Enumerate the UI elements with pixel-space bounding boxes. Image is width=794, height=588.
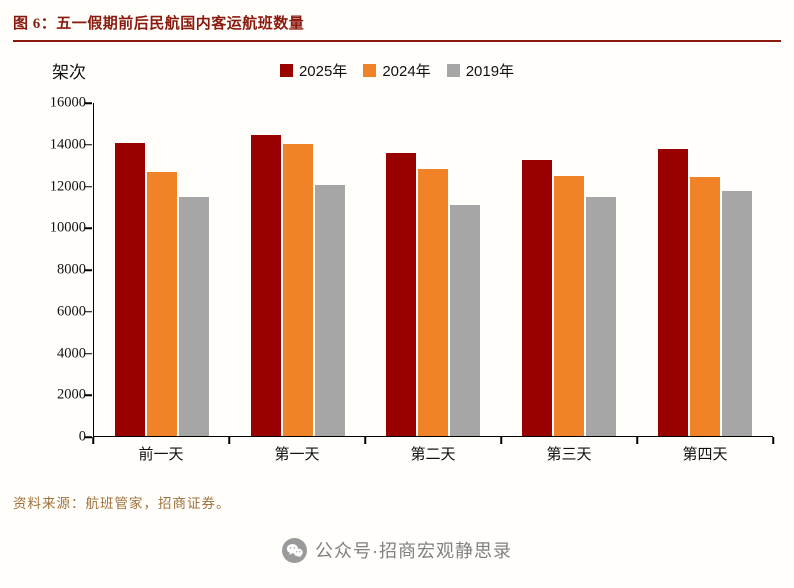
legend-item: 2025年 [279, 60, 348, 81]
legend-label: 2019年 [465, 63, 515, 80]
y-tick-mark [85, 185, 92, 188]
bar-2024年-第一天 [282, 143, 313, 436]
y-axis-labels: 0 2000 4000 6000 8000 10000 12000 14000 16000 [30, 95, 86, 445]
bar-2019年-第三天 [586, 196, 617, 436]
y-tick-mark [85, 436, 92, 438]
legend-swatch [446, 64, 460, 77]
legend-label: 2025年 [298, 63, 348, 80]
x-axis-label: 第二天 [410, 447, 456, 463]
bar-2024年-前一天 [146, 171, 177, 436]
title-underline [13, 40, 781, 42]
y-tick-label: 0 [78, 428, 86, 445]
footer-account-label: 公众号·招商宏观静思录 [315, 541, 512, 561]
bar-2024年-第四天 [690, 176, 721, 436]
x-tick-mark [92, 437, 94, 444]
y-tick-mark [85, 311, 92, 313]
y-tick-label: 6000 [57, 303, 86, 320]
bar-2024年-第三天 [554, 175, 585, 436]
y-axis-unit-label: 架次 [52, 63, 86, 82]
bar-2025年-第二天 [386, 152, 417, 436]
bar-2019年-第四天 [722, 191, 753, 436]
bar-2025年-第三天 [522, 160, 553, 436]
bar-2019年-前一天 [178, 196, 209, 436]
source-note: 资料来源：航班管家，招商证券。 [13, 496, 231, 511]
bar-group-前一天 [94, 103, 230, 436]
y-tick-label: 2000 [57, 386, 86, 403]
legend-item: 2019年 [446, 60, 515, 81]
bar-2025年-第四天 [658, 148, 689, 436]
bar-group-第二天 [366, 103, 502, 436]
legend-item: 2024年 [363, 60, 431, 81]
legend-swatch [363, 64, 377, 77]
x-tick-mark [364, 437, 366, 444]
x-tick-mark [228, 437, 230, 444]
y-tick-mark [85, 144, 92, 146]
y-tick-mark [85, 102, 92, 104]
bar-2019年-第二天 [450, 204, 481, 436]
y-tick-mark [85, 394, 92, 396]
y-tick-label: 12000 [49, 178, 86, 194]
wechat-icon [282, 537, 307, 563]
y-tick-mark [85, 352, 92, 355]
chart-header: 图 6：五一假期前后民航国内客运航班数量 [13, 12, 781, 42]
y-tick-label: 14000 [49, 136, 86, 153]
legend-label: 2024年 [382, 63, 431, 80]
legend-swatch [279, 64, 293, 77]
x-axis-labels: 前一天 第一天 第二天 第三天 第四天 [93, 443, 773, 464]
x-tick-mark [772, 437, 774, 444]
x-tick-mark [500, 437, 502, 444]
y-tick-label: 4000 [57, 345, 86, 361]
x-axis-label: 第四天 [682, 447, 728, 463]
chart-title: 图 6：五一假期前后民航国内客运航班数量 [13, 16, 305, 32]
x-axis-label: 第一天 [274, 447, 320, 463]
bar-2025年-前一天 [114, 142, 145, 436]
footer: 公众号·招商宏观静思录 [0, 537, 794, 563]
legend: 2025年 2024年 2019年 [0, 60, 794, 81]
y-tick-mark [85, 227, 92, 229]
bar-group-第三天 [501, 103, 637, 436]
bar-2024年-第二天 [418, 168, 449, 436]
bar-2025年-第一天 [250, 135, 281, 436]
bar-group-第一天 [230, 103, 366, 436]
plot-area [93, 103, 773, 437]
bar-group-第四天 [637, 103, 773, 436]
plot-wrap [85, 102, 774, 444]
x-axis-label: 第三天 [546, 447, 592, 463]
x-tick-mark [636, 437, 638, 444]
y-tick-label: 16000 [49, 94, 86, 111]
x-axis-label: 前一天 [138, 447, 184, 463]
y-tick-label: 10000 [49, 219, 86, 236]
bar-2019年-第一天 [314, 185, 345, 436]
y-tick-label: 8000 [57, 261, 86, 278]
y-tick-mark [85, 269, 92, 271]
